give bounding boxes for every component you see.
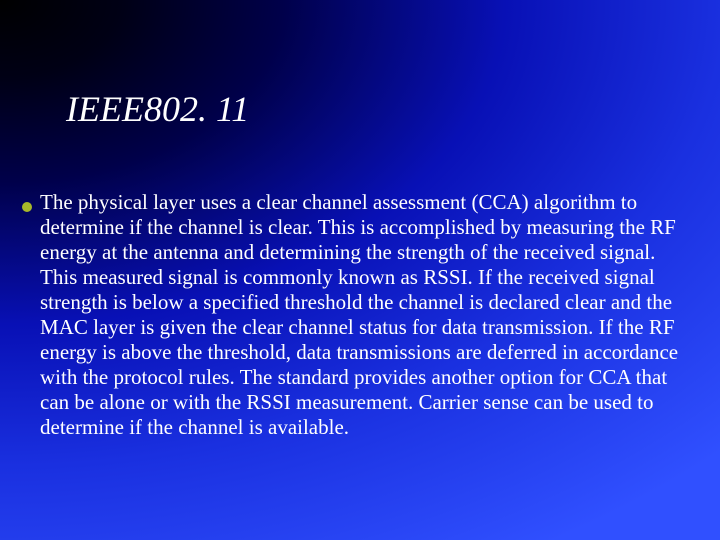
slide-body-text: The physical layer uses a clear channel … bbox=[40, 190, 690, 440]
slide-title: IEEE802. 11 bbox=[66, 88, 249, 130]
bullet-icon bbox=[22, 202, 32, 212]
slide: IEEE802. 11 The physical layer uses a cl… bbox=[0, 0, 720, 540]
